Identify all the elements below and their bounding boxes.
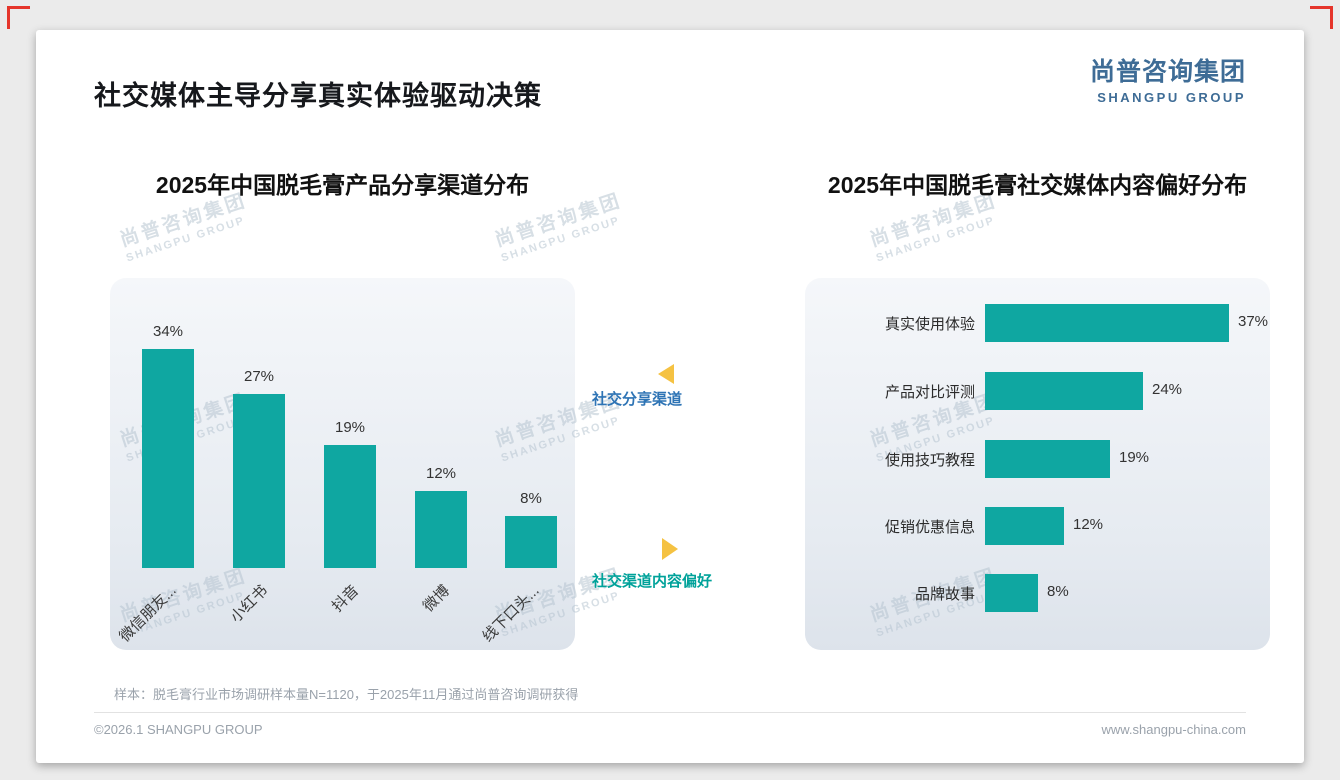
bar-value-label: 24%	[1152, 381, 1183, 398]
bar-value-label: 8%	[520, 490, 542, 507]
bar	[985, 507, 1064, 545]
bar	[505, 516, 557, 568]
right-chart-title: 2025年中国脱毛膏社交媒体内容偏好分布	[827, 172, 1248, 198]
watermark-en-text: SHANGPU GROUP	[499, 214, 622, 265]
category-label-text: 抖音	[328, 582, 363, 616]
footer-divider	[94, 712, 1246, 713]
crop-mark-top-right	[1310, 6, 1333, 29]
sample-note: 样本：脱毛膏行业市场调研样本量N=1120，于2025年11月通过尚普咨询调研获…	[114, 687, 579, 702]
logo: 尚普咨询集团 SHANGPU GROUP	[1090, 52, 1246, 105]
bar-value-label: 19%	[334, 419, 366, 436]
crop-mark-top-left	[7, 6, 30, 29]
bar-value-label: 8%	[1047, 583, 1069, 600]
bar	[985, 440, 1110, 478]
left-chart-title: 2025年中国脱毛膏产品分享渠道分布	[155, 172, 530, 198]
category-label-text: 小红书	[227, 582, 272, 626]
content-pref-label: 社交渠道内容偏好	[592, 573, 713, 590]
bar-value-label: 12%	[425, 465, 457, 482]
category-label: 真实使用体验	[884, 316, 975, 333]
bar-value-label: 12%	[1073, 516, 1104, 533]
bar	[233, 394, 285, 568]
bar	[985, 574, 1038, 612]
watermark-en-text: SHANGPU GROUP	[874, 214, 997, 265]
category-label: 品牌故事	[914, 586, 975, 603]
page-title: 社交媒体主导分享真实体验驱动决策	[94, 81, 542, 111]
bar	[985, 372, 1143, 410]
logo-cn-text: 尚普咨询集团	[1089, 58, 1246, 86]
share-channel-label: 社交分享渠道	[592, 391, 683, 408]
bar	[415, 491, 467, 568]
watermark-en-text: SHANGPU GROUP	[124, 214, 247, 265]
right-chart-plot: 真实使用体验 37% 产品对比评测 24% 使用技巧教程 19% 促销优惠信息 12% 品牌故事…	[805, 278, 1270, 650]
bar-value-label: 19%	[1119, 449, 1150, 466]
category-label: 促销优惠信息	[884, 519, 975, 536]
bar-value-label: 27%	[243, 368, 275, 385]
bar	[985, 304, 1229, 342]
category-label: 产品对比评测	[884, 384, 975, 401]
category-label-text: 微博	[419, 582, 454, 616]
bar-value-label: 34%	[152, 323, 184, 340]
bar	[324, 445, 376, 568]
arrow-right-icon	[662, 538, 678, 560]
bar	[142, 349, 194, 568]
category-label-text: 线下口头...	[479, 582, 544, 646]
left-chart-plot: 34% 微信朋友... 27% 小红书 19% 抖音 12% 微博 8% 线下口头...	[110, 278, 575, 650]
category-label-text: 微信朋友...	[116, 582, 181, 646]
slide: 尚普咨询集团 SHANGPU GROUP 尚普咨询集团 SHANGPU GROUP 尚普…	[36, 30, 1304, 763]
category-label: 使用技巧教程	[884, 452, 975, 469]
website-text: www.shangpu-china.com	[1101, 722, 1246, 737]
bar-value-label: 37%	[1238, 313, 1269, 330]
arrow-left-icon	[658, 364, 674, 384]
copyright-text: ©2026.1 SHANGPU GROUP	[94, 722, 263, 737]
logo-en-text: SHANGPU GROUP	[1097, 90, 1246, 105]
